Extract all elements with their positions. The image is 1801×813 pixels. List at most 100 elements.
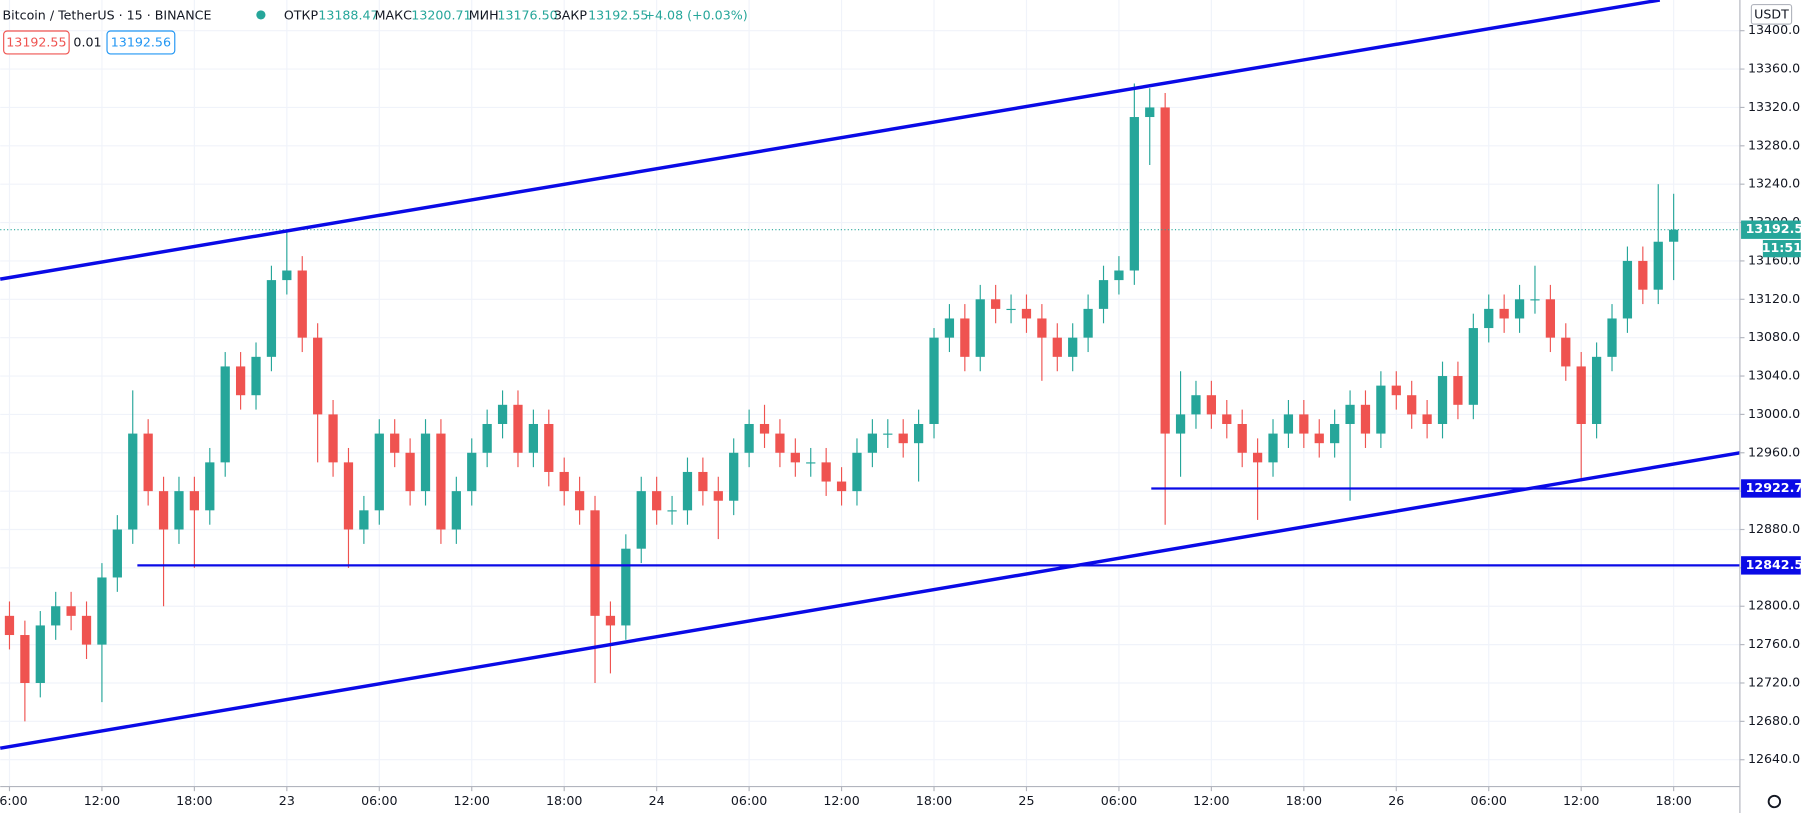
y-tick-label: 13000.00	[1748, 406, 1801, 421]
candle-body	[559, 471, 569, 492]
candle-body	[359, 510, 369, 530]
candle-body	[1576, 366, 1586, 424]
spread: 0.01	[73, 35, 101, 50]
ohlc-label: МАКС	[375, 8, 412, 23]
candle-body	[297, 270, 307, 338]
candle-body	[790, 452, 800, 463]
candle-body	[667, 510, 677, 512]
x-tick-label: 23	[279, 793, 295, 808]
x-tick-label: 18:00	[1655, 793, 1691, 808]
candle-body	[698, 471, 708, 492]
candle-body	[1145, 107, 1155, 118]
y-tick-label: 13040.00	[1748, 368, 1801, 383]
ohlc-label: ОТКР	[284, 8, 319, 23]
candle-body	[1607, 318, 1617, 357]
candle-body	[1561, 337, 1571, 367]
candle-body	[1499, 308, 1509, 319]
candle-body	[1484, 308, 1494, 329]
candle-body	[821, 462, 831, 482]
y-tick-label: 13320.00	[1748, 99, 1801, 114]
x-tick-label: 06:00	[731, 793, 767, 808]
y-tick-label: 12800.00	[1748, 598, 1801, 613]
candle-body	[1068, 337, 1078, 357]
candle-body	[1222, 414, 1232, 424]
candle-body	[1037, 318, 1047, 338]
candle-body	[282, 270, 292, 281]
x-tick-label: 06:00	[1101, 793, 1137, 808]
buy-button[interactable]	[106, 30, 176, 55]
gear[interactable]	[1767, 794, 1782, 809]
candle-body	[1252, 452, 1263, 463]
sell-price[interactable]: 13192.55	[6, 35, 66, 50]
settings-icon[interactable]	[1767, 794, 1782, 809]
candle-body	[574, 491, 585, 511]
candle-body	[1021, 308, 1032, 319]
last-price-label: 13192.55	[1746, 221, 1801, 236]
candle-body	[66, 606, 76, 616]
header: Bitcoin / TetherUS · 15 · BINANCE ОТКР 1…	[3, 8, 748, 55]
candle-body	[1669, 229, 1679, 242]
trend-line	[0, 451, 1741, 750]
candle-body	[682, 471, 693, 511]
y-tick-label: 12760.00	[1748, 636, 1801, 651]
sell-button[interactable]	[3, 30, 70, 55]
candle-body	[1191, 395, 1201, 415]
candle-body	[1530, 299, 1540, 301]
candles	[4, 83, 1679, 722]
candle-body	[605, 615, 616, 626]
level-label-box	[1741, 556, 1801, 575]
countdown: 11:51	[1762, 240, 1801, 255]
x-tick-label: 12:00	[1563, 793, 1599, 808]
candle-body	[960, 318, 970, 357]
candle-body	[652, 491, 662, 511]
x-tick-label: 12:00	[84, 793, 120, 808]
y-tick-label: 13400.00	[1748, 22, 1801, 37]
x-tick-label: 18:00	[176, 793, 212, 808]
candle-body	[266, 280, 277, 357]
candle-body	[497, 404, 508, 424]
candle-body	[482, 423, 492, 453]
candle-body	[1299, 414, 1309, 434]
candle-body	[852, 452, 862, 492]
candle-body	[729, 452, 739, 501]
candle-body	[867, 433, 878, 453]
x-tick-label: 18:00	[916, 793, 952, 808]
candle-body	[1083, 308, 1093, 338]
candle-body	[1268, 433, 1278, 463]
candle-body	[313, 337, 323, 415]
candle-body	[1114, 270, 1124, 281]
candle-body	[1376, 385, 1386, 434]
candle-body	[158, 491, 169, 530]
candle-body	[420, 433, 431, 492]
candle-body	[1422, 414, 1432, 424]
candle-body	[759, 423, 770, 434]
x-tick-label: 25	[1018, 793, 1034, 808]
buy-price[interactable]: 13192.56	[111, 35, 171, 50]
candle-body	[1453, 376, 1463, 405]
candle-body	[451, 491, 461, 530]
level-label: 12922.79	[1746, 480, 1801, 495]
ohlc-value: 13200.71	[411, 8, 471, 23]
x-tick-label: 12:00	[454, 793, 490, 808]
countdown-box	[1762, 240, 1801, 258]
currency: USDT	[1754, 6, 1789, 21]
y-tick-label: 13120.00	[1748, 291, 1801, 306]
x-tick-label: 06:00	[0, 793, 28, 808]
ohlc-value: 13192.55	[588, 8, 648, 23]
candle-body	[1545, 299, 1556, 338]
y-tick-label: 13080.00	[1748, 329, 1801, 344]
status-dot	[256, 10, 266, 20]
y-tick-label: 13240.00	[1748, 176, 1801, 191]
candle-body	[1514, 299, 1525, 319]
x-tick-label: 06:00	[361, 793, 397, 808]
ohlc-label: МИН	[469, 8, 499, 23]
y-tick-label: 12680.00	[1748, 713, 1801, 728]
y-tick-label: 12640.00	[1748, 751, 1801, 766]
x-tick-label: 18:00	[546, 793, 582, 808]
candle-body	[528, 423, 539, 453]
candle-body	[913, 423, 924, 444]
candle-body	[1237, 423, 1247, 453]
candle-body	[189, 491, 200, 511]
ohlc-label: ЗАКР	[554, 8, 588, 23]
